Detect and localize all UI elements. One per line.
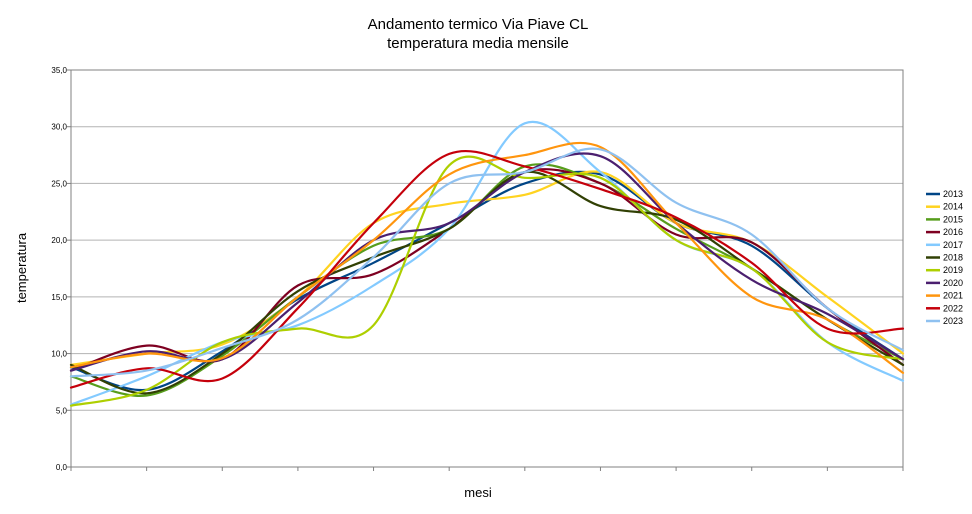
x-axis-label: mesi bbox=[464, 485, 492, 500]
y-tick-label: 0,0 bbox=[56, 463, 68, 472]
series-line-2023 bbox=[69, 147, 905, 378]
legend: 2013 2014 2015 2016 2017 2018 2019 2020 2021 2022… bbox=[926, 189, 963, 326]
plot-frame bbox=[70, 69, 904, 468]
legend-label-2022: 2022 bbox=[943, 303, 963, 313]
y-axis-label: temperatura bbox=[14, 232, 29, 303]
legend-label-2014: 2014 bbox=[943, 202, 963, 212]
series-lines bbox=[69, 120, 905, 407]
y-tick-label: 20,0 bbox=[51, 236, 67, 245]
x-axis-ticks bbox=[70, 467, 904, 471]
series-line-2021 bbox=[69, 141, 905, 374]
y-tick-label: 30,0 bbox=[51, 123, 67, 132]
y-tick-label: 5,0 bbox=[56, 406, 68, 415]
y-tick-label: 15,0 bbox=[51, 293, 67, 302]
y-tick-label: 10,0 bbox=[51, 350, 67, 359]
chart-title: Andamento termico Via Piave CL bbox=[368, 16, 589, 33]
legend-label-2019: 2019 bbox=[943, 265, 963, 275]
gridlines bbox=[71, 69, 903, 468]
chart-subtitle: temperatura media mensile bbox=[387, 35, 569, 52]
legend-label-2016: 2016 bbox=[943, 227, 963, 237]
series-line-2019 bbox=[69, 155, 905, 407]
series-line-2017 bbox=[69, 120, 905, 406]
legend-label-2023: 2023 bbox=[943, 316, 963, 326]
legend-label-2018: 2018 bbox=[943, 253, 963, 263]
series-line-2014 bbox=[69, 170, 905, 366]
legend-label-2017: 2017 bbox=[943, 240, 963, 250]
legend-label-2020: 2020 bbox=[943, 278, 963, 288]
y-tick-label: 25,0 bbox=[51, 179, 67, 188]
legend-label-2021: 2021 bbox=[943, 291, 963, 301]
series-line-2022 bbox=[69, 149, 905, 389]
y-tick-label: 35,0 bbox=[51, 66, 67, 75]
series-line-2013 bbox=[69, 170, 905, 392]
legend-label-2013: 2013 bbox=[943, 189, 963, 199]
legend-label-2015: 2015 bbox=[943, 214, 963, 224]
y-axis-ticks: 0,0 5,0 10,0 15,0 20,0 25,0 30,0 35,0 bbox=[51, 66, 71, 472]
